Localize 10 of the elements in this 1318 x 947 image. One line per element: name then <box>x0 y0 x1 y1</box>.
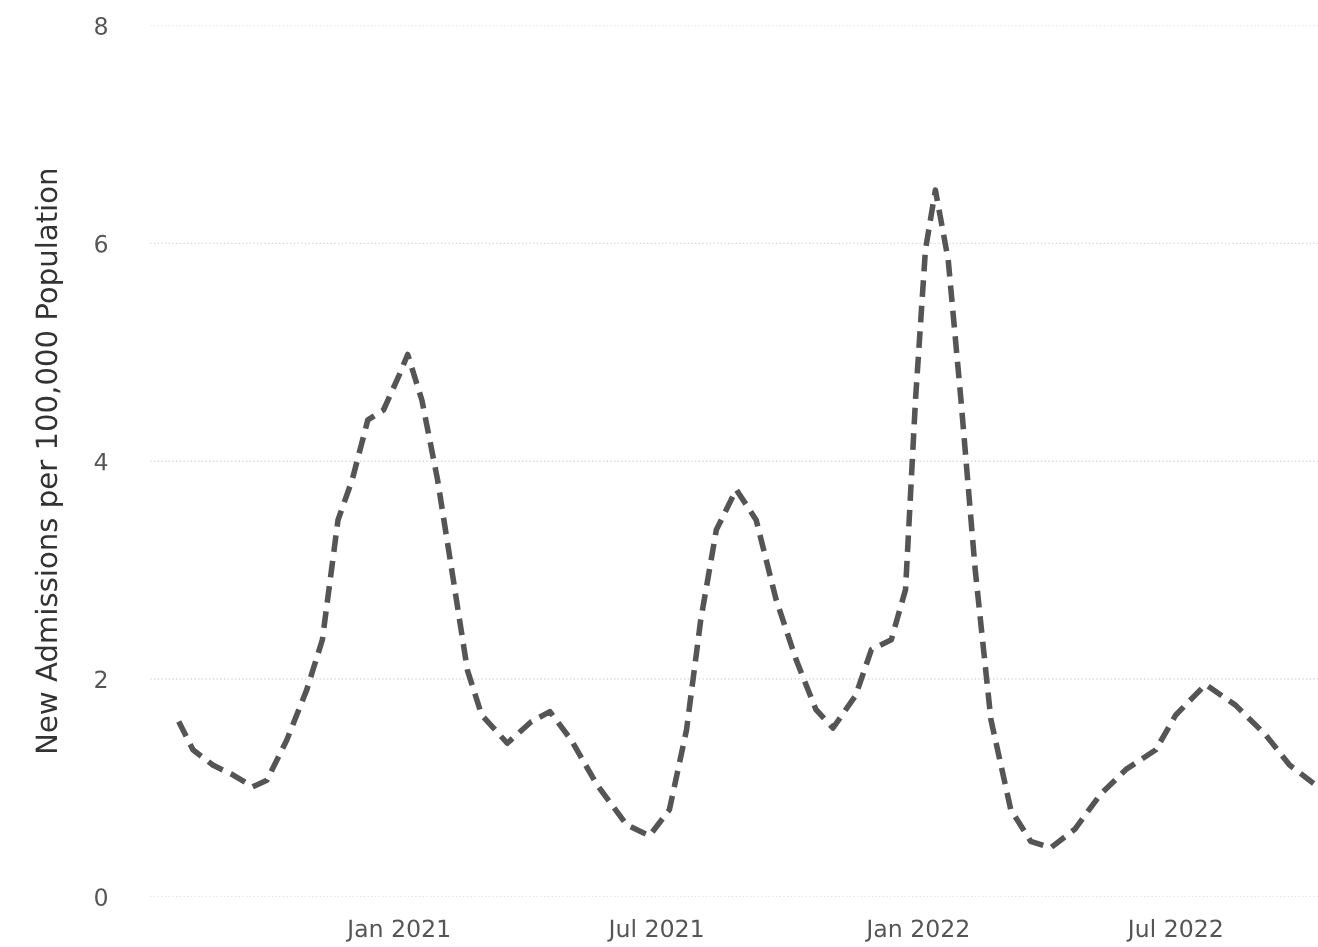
x-tick-label: Jul 2022 <box>1126 919 1222 942</box>
x-tick-label: Jan 2022 <box>865 919 968 942</box>
y-tick-label: 8 <box>95 17 107 35</box>
x-tick-label: Jul 2021 <box>607 919 703 942</box>
x-tick-label: Jan 2021 <box>345 919 449 942</box>
y-axis-title: New Admissions per 100,000 Population <box>34 169 64 753</box>
y-tick-label: 4 <box>94 452 108 471</box>
y-tick-label: 2 <box>95 670 107 688</box>
y-tick-label: 0 <box>95 888 108 907</box>
y-tick-label: 6 <box>95 234 108 253</box>
